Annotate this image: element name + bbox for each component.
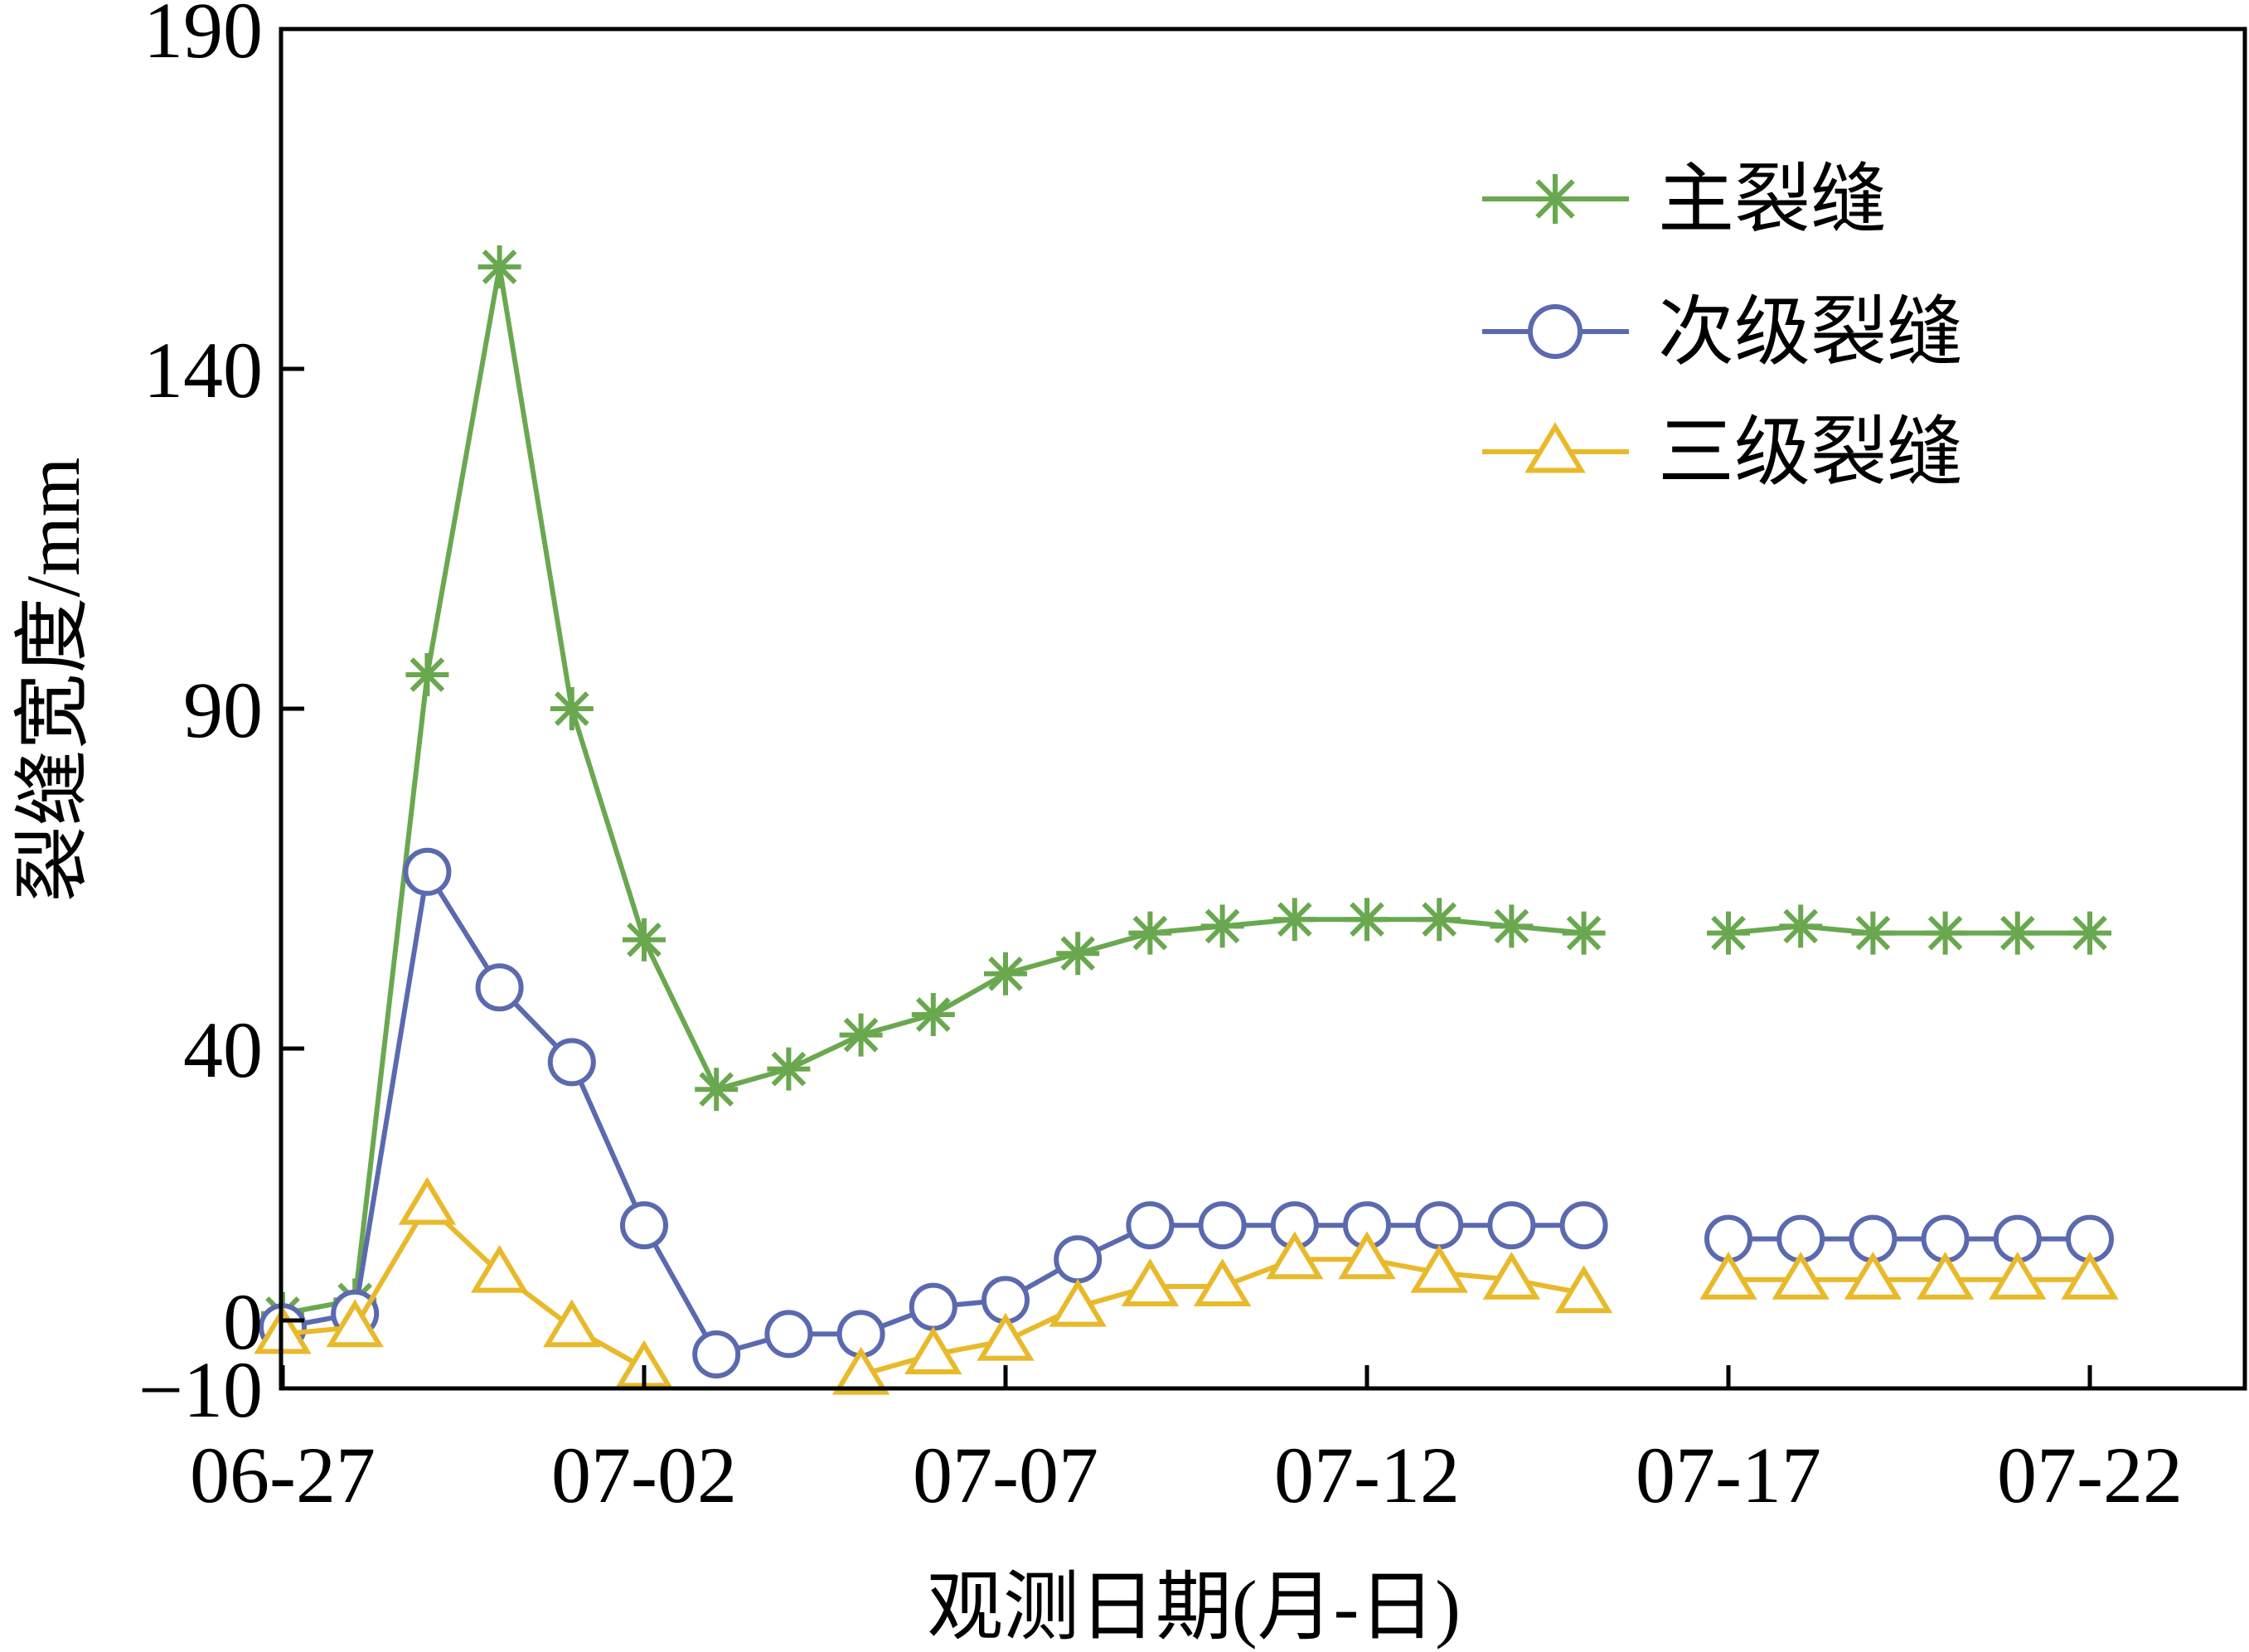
data-point [1779, 904, 1823, 948]
legend-label: 三级裂缝 [1658, 410, 1963, 495]
x-tick-label: 07-22 [1997, 1431, 2183, 1519]
data-point [1772, 1251, 1830, 1300]
x-axis: 06-27 07-02 07-07 07-12 07-17 07-22 [190, 1365, 2183, 1519]
data-point [2061, 1251, 2119, 1300]
y-tick-label: 90 [183, 666, 263, 754]
data-point [1851, 911, 1895, 955]
series-line [282, 264, 1584, 1316]
legend-label: 主裂缝 [1658, 157, 1887, 242]
x-tick-label: 07-07 [913, 1431, 1098, 1519]
data-point [1272, 898, 1316, 942]
data-point [1554, 1265, 1613, 1314]
data-point [2068, 911, 2111, 955]
legend-marker [1528, 304, 1583, 359]
x-tick-label: 07-02 [551, 1431, 737, 1519]
data-point [1410, 1244, 1468, 1293]
data-point [620, 1201, 668, 1250]
y-tick-label: 0 [223, 1277, 263, 1366]
data-point [1559, 1201, 1608, 1250]
data-point [1923, 911, 1967, 955]
data-point [767, 1047, 811, 1091]
data-point [977, 1312, 1035, 1361]
data-point [1126, 1201, 1175, 1250]
data-point [1128, 911, 1172, 955]
data-point [543, 1299, 601, 1348]
legend-label: 次级裂缝 [1658, 290, 1963, 375]
data-point [405, 653, 449, 696]
data-point [326, 1299, 384, 1348]
y-tick-label: 140 [143, 326, 263, 414]
y-axis-title: 裂缝宽度/mm [11, 458, 95, 903]
y-tick-label: 190 [143, 0, 263, 75]
data-point [1415, 1201, 1464, 1250]
data-point [1054, 1235, 1103, 1284]
data-point [904, 1326, 962, 1374]
data-point [839, 1013, 883, 1057]
data-point [1699, 1251, 1757, 1300]
y-tick-label: 40 [183, 1005, 263, 1094]
data-point [470, 1244, 529, 1293]
data-point [1844, 1251, 1902, 1300]
data-point [1487, 1201, 1536, 1250]
y-axis: 190 140 90 40 0−10 [138, 0, 304, 1434]
data-point [1345, 898, 1389, 942]
data-point [398, 1176, 457, 1225]
data-point [1056, 932, 1100, 976]
data-point [1482, 1251, 1541, 1300]
data-point [403, 847, 452, 896]
data-point [1121, 1258, 1180, 1306]
data-point [1490, 904, 1534, 948]
data-point [1049, 1278, 1107, 1327]
data-point [1198, 1201, 1247, 1250]
data-point [1266, 1231, 1324, 1280]
series-2 [259, 847, 2114, 1378]
data-point [692, 1330, 741, 1378]
data-point [547, 1038, 596, 1087]
data-point [623, 918, 666, 962]
x-axis-title: 观测日期(月-日) [927, 1565, 1461, 1650]
data-point [1916, 1251, 1975, 1300]
data-point [831, 1346, 890, 1395]
legend-marker [1524, 422, 1586, 473]
x-tick-label: 07-17 [1636, 1431, 1821, 1519]
data-point [550, 687, 594, 730]
y-tick-label: −10 [138, 1345, 263, 1434]
x-tick-label: 06-27 [190, 1431, 376, 1519]
data-point [1989, 1251, 2047, 1300]
data-point [695, 1068, 739, 1112]
data-point [911, 993, 955, 1036]
data-point [1995, 911, 2039, 955]
data-point [909, 1282, 957, 1331]
data-point [1418, 898, 1461, 942]
legend-marker [1530, 174, 1580, 224]
series-1 [261, 245, 2111, 1335]
data-point [1338, 1231, 1396, 1280]
data-point [764, 1310, 813, 1359]
series-layer [254, 245, 2119, 1395]
x-tick-label: 07-12 [1274, 1431, 1460, 1519]
data-point [1193, 1258, 1252, 1306]
data-point [475, 963, 524, 1012]
data-point [1707, 911, 1750, 955]
data-point [1200, 904, 1244, 948]
data-point [984, 952, 1027, 996]
data-point [1562, 911, 1606, 955]
data-point [477, 245, 521, 288]
series-3 [254, 1176, 2119, 1395]
